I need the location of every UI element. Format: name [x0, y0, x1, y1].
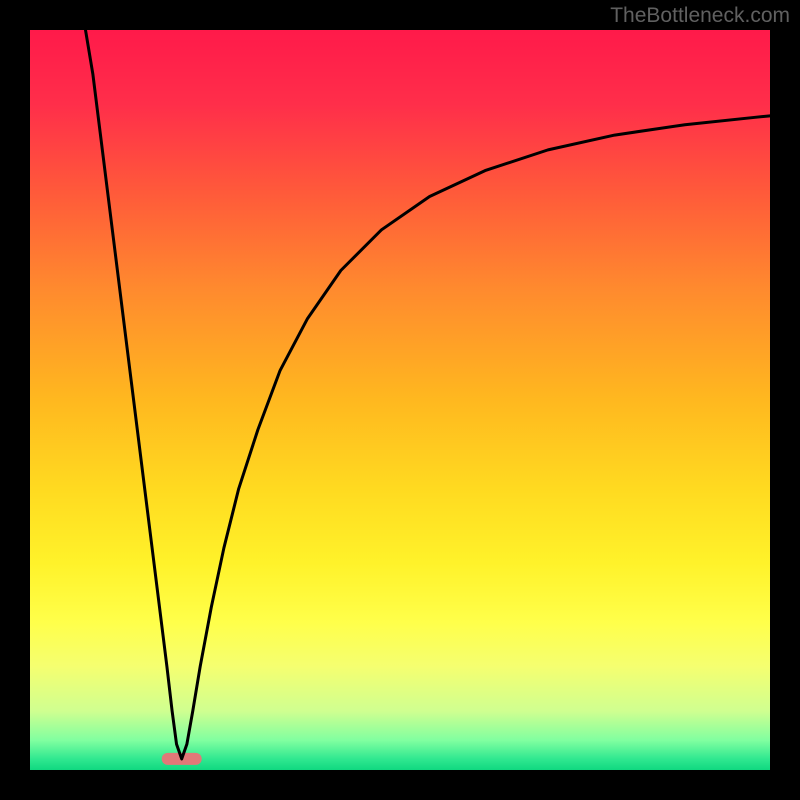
chart-svg	[0, 0, 800, 800]
watermark-text: TheBottleneck.com	[610, 4, 790, 28]
gradient-background	[30, 30, 770, 770]
bottleneck-chart: TheBottleneck.com	[0, 0, 800, 800]
